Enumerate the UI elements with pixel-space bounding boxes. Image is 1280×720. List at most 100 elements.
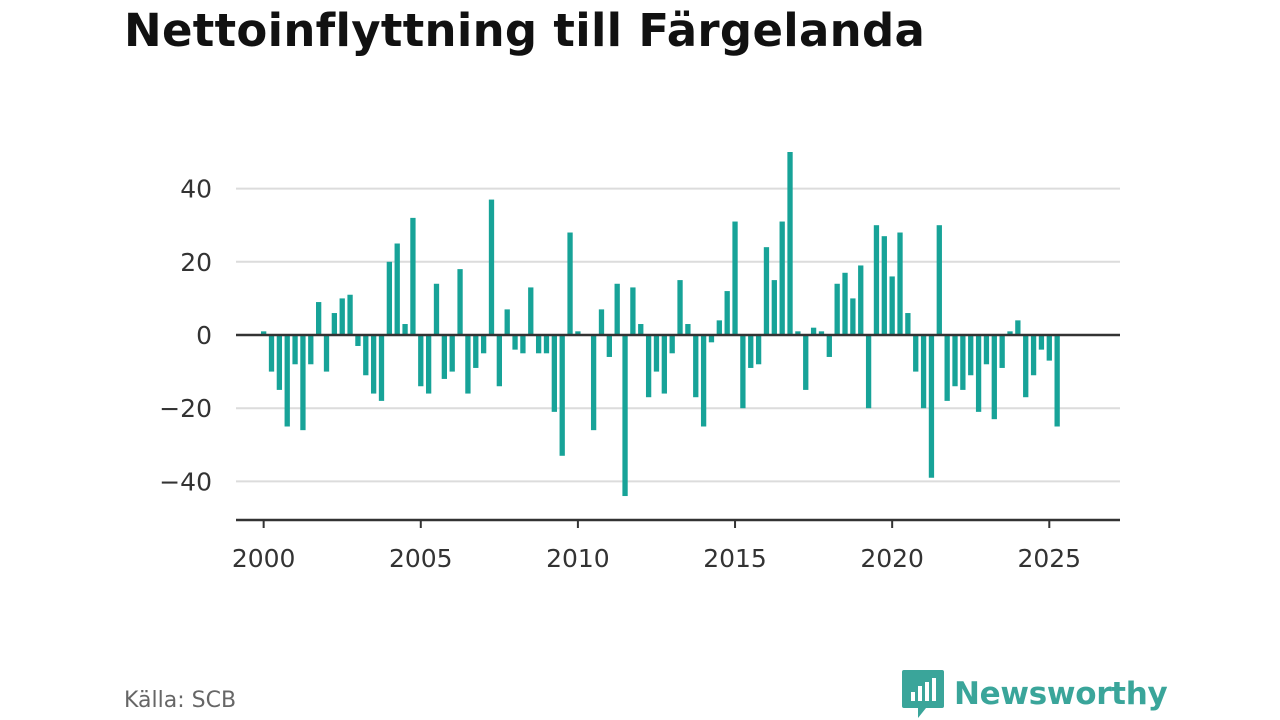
bar (504, 309, 510, 335)
bar (559, 335, 565, 456)
bar (567, 232, 573, 335)
bar (370, 335, 377, 394)
bar (402, 324, 408, 335)
bar (378, 335, 385, 401)
bar (968, 335, 974, 376)
bar (771, 280, 777, 335)
bar (983, 335, 990, 365)
brand-name: Newsworthy (954, 676, 1168, 712)
bar (661, 335, 667, 394)
bar (952, 335, 958, 387)
bar (716, 320, 722, 335)
bar (339, 298, 345, 335)
x-tick-label: 2000 (232, 544, 296, 573)
bar (944, 335, 950, 401)
bar (740, 335, 746, 409)
bar (748, 335, 754, 368)
bar (1023, 335, 1029, 398)
bar (520, 335, 526, 354)
bar (433, 283, 440, 335)
y-tick-label: −40 (159, 467, 212, 496)
bar (316, 302, 322, 335)
bar (975, 335, 982, 412)
bar (496, 335, 502, 387)
x-tick-label: 2025 (1017, 544, 1081, 573)
x-tick-label: 2020 (860, 544, 924, 573)
bar (606, 335, 612, 357)
bar (268, 335, 275, 372)
brand-logo[interactable]: Newsworthy (902, 670, 1168, 718)
bar (677, 280, 683, 335)
bar (755, 335, 762, 365)
bar (787, 152, 793, 335)
bar (590, 335, 597, 431)
bar (779, 221, 785, 335)
grid-lines (236, 187, 1120, 483)
chart-title: Nettoinflyttning till Färgelanda (124, 4, 926, 57)
bar (1007, 331, 1013, 335)
bar (512, 335, 518, 350)
bar (575, 331, 581, 335)
bar (323, 335, 330, 372)
bar (858, 265, 864, 335)
bar (488, 199, 495, 335)
bar (936, 225, 942, 335)
bar (418, 335, 424, 387)
bar (763, 247, 770, 335)
x-tick-label: 2010 (546, 544, 610, 573)
axes (236, 333, 1120, 528)
bar (826, 335, 832, 357)
bar (724, 291, 730, 335)
bar (999, 335, 1005, 368)
bar (1030, 335, 1037, 376)
bar (881, 236, 887, 335)
bar (708, 335, 715, 343)
bar (457, 269, 463, 335)
y-tick-label: 40 (180, 175, 212, 204)
source-note: Källa: SCB (124, 688, 237, 713)
bar (905, 313, 911, 335)
bar (1038, 335, 1045, 350)
bar (449, 335, 455, 372)
bar (480, 335, 487, 354)
bar (810, 327, 817, 335)
bar (850, 298, 856, 335)
bars (261, 152, 1060, 497)
bar (528, 287, 534, 335)
bar (614, 283, 620, 335)
bar (308, 335, 314, 365)
bar (653, 335, 660, 372)
bar (630, 287, 636, 335)
bar (803, 335, 809, 390)
bar (889, 276, 895, 335)
bar (410, 217, 416, 335)
bar (441, 335, 447, 379)
bar (645, 335, 652, 398)
bar (598, 309, 605, 335)
newsworthy-logo-icon (902, 670, 944, 718)
bar (425, 335, 432, 394)
bar (1046, 335, 1052, 361)
y-tick-label: 20 (180, 248, 212, 277)
bar (473, 335, 479, 368)
bar (693, 335, 699, 398)
bar (300, 335, 306, 431)
bar (818, 331, 825, 335)
bar (1015, 320, 1021, 335)
bar (465, 335, 471, 394)
bar (355, 335, 361, 346)
bar (873, 225, 880, 335)
bar (1054, 335, 1060, 427)
bar (622, 335, 628, 497)
bar (386, 261, 393, 335)
bar (261, 331, 267, 335)
bar (834, 283, 840, 335)
bar (991, 335, 997, 420)
bar (276, 335, 283, 390)
bar (913, 335, 919, 372)
bar (347, 294, 353, 335)
bar (363, 335, 369, 376)
bar (284, 335, 290, 427)
y-tick-label: −20 (159, 394, 212, 423)
